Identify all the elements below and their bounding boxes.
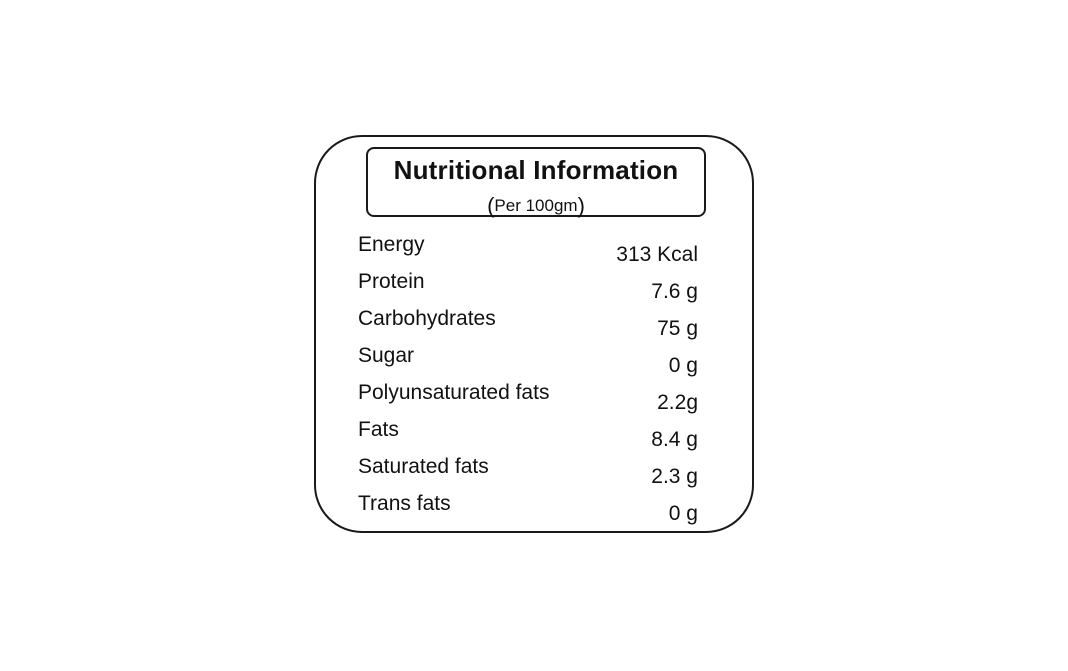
nutrient-value: 0 g <box>668 502 698 525</box>
nutrient-value: 7.6 g <box>651 280 698 303</box>
nutrient-row-fats: Fats 8.4 g <box>358 418 698 454</box>
label-title: Nutritional Information <box>393 155 679 185</box>
nutrient-row-polyunsaturated-fats: Polyunsaturated fats 2.2g <box>358 381 698 417</box>
nutrient-row-trans-fats: Trans fats 0 g <box>358 492 698 528</box>
subtitle-close-paren: ) <box>577 193 585 218</box>
nutrient-name: Trans fats <box>358 492 451 515</box>
nutrient-value: 2.3 g <box>651 465 698 488</box>
nutrient-value: 2.2g <box>657 391 698 414</box>
nutrient-name: Protein <box>358 270 425 293</box>
nutrient-value: 313 Kcal <box>616 243 698 266</box>
nutrient-row-saturated-fats: Saturated fats 2.3 g <box>358 455 698 491</box>
nutrient-row-sugar: Sugar 0 g <box>358 344 698 380</box>
label-subtitle: (Per 100gm) <box>368 193 704 219</box>
nutrient-name: Fats <box>358 418 399 441</box>
nutrient-row-energy: Energy 313 Kcal <box>358 233 698 269</box>
title-box: Nutritional Information (Per 100gm) <box>366 147 706 219</box>
subtitle-open-paren: ( <box>487 193 495 218</box>
nutrient-name: Energy <box>358 233 425 256</box>
nutrient-name: Saturated fats <box>358 455 489 478</box>
nutrient-value: 0 g <box>668 354 698 377</box>
nutrient-name: Polyunsaturated fats <box>358 381 550 404</box>
nutrient-name: Carbohydrates <box>358 307 496 330</box>
nutrient-value: 75 g <box>657 317 698 340</box>
nutrition-label: Nutritional Information (Per 100gm) Ener… <box>314 135 754 533</box>
nutrient-name: Sugar <box>358 344 415 367</box>
nutrient-row-protein: Protein 7.6 g <box>358 270 698 306</box>
nutrient-row-carbohydrates: Carbohydrates 75 g <box>358 307 698 343</box>
nutrient-value: 8.4 g <box>651 428 698 451</box>
subtitle-text: Per 100gm <box>494 196 578 215</box>
